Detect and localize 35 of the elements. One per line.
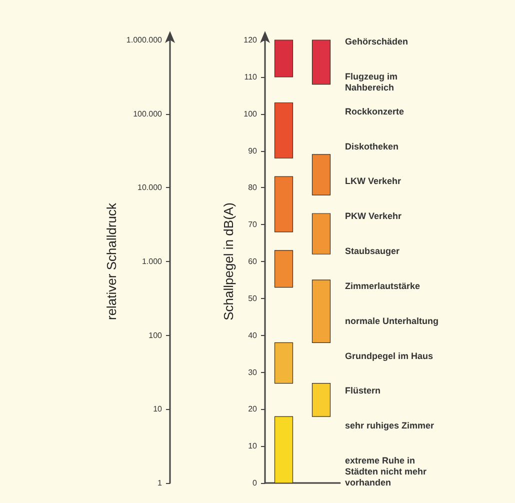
y-tick-label: 100 bbox=[244, 109, 258, 118]
y2-tick-label: 100 bbox=[148, 330, 163, 340]
y2-tick-label: 1.000 bbox=[142, 257, 163, 266]
text: extreme Ruhe in Städten nicht mehr vorhanden bbox=[345, 456, 430, 488]
text: Grundpegel im Haus bbox=[345, 350, 434, 361]
text: PKW Verkehr bbox=[345, 211, 402, 222]
text: Gehörschäden bbox=[345, 36, 408, 46]
y-tick-label: 60 bbox=[248, 257, 258, 266]
y-tick-label: 30 bbox=[248, 368, 258, 377]
y2-tick-label: 1 bbox=[158, 478, 163, 488]
text: Zimmerlautstärke bbox=[345, 280, 420, 291]
y-tick-label: 20 bbox=[248, 404, 258, 414]
text: sehr ruhiges Zimmer bbox=[345, 420, 435, 431]
text: normale Unterhaltung bbox=[345, 316, 439, 326]
y-tick-label: 0 bbox=[252, 478, 258, 488]
y-tick-label: 10 bbox=[248, 442, 258, 451]
text: Rockkonzerte bbox=[345, 106, 404, 116]
text: Flugzeug im Nahbereich bbox=[345, 71, 400, 92]
y2-tick-label: 10 bbox=[153, 404, 163, 414]
y2-tick-label: 100.000 bbox=[133, 109, 163, 118]
y2-tick-label: 10.000 bbox=[138, 183, 163, 192]
y-tick-label: 120 bbox=[244, 36, 258, 44]
y-tick-label: 50 bbox=[248, 294, 258, 303]
text: Staubsauger bbox=[345, 246, 400, 256]
y2-axis-title: relativer Schalldruck bbox=[104, 202, 119, 320]
y-tick-label: 110 bbox=[244, 72, 258, 82]
y-axis-title: Schallpegel in dB(A) bbox=[221, 202, 236, 320]
y2-tick-label: 1.000.000 bbox=[126, 36, 163, 44]
text: Diskotheken bbox=[345, 141, 399, 152]
y-tick-label: 70 bbox=[248, 220, 258, 230]
y-tick-label: 40 bbox=[248, 330, 258, 340]
y-tick-label: 80 bbox=[248, 183, 258, 192]
text: Flüstern bbox=[345, 386, 381, 396]
y-tick-label: 90 bbox=[248, 146, 258, 156]
text: LKW Verkehr bbox=[345, 176, 402, 186]
